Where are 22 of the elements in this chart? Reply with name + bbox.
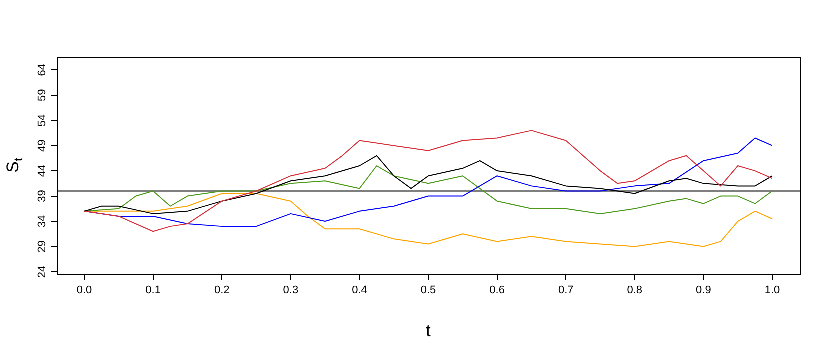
y-tick-label: 29 xyxy=(36,240,49,253)
y-tick-label: 64 xyxy=(36,64,49,76)
x-tick-label: 0.9 xyxy=(696,284,712,297)
x-tick-label: 0.2 xyxy=(214,284,230,297)
x-tick-label: 0.3 xyxy=(283,284,299,297)
x-tick-label: 0.5 xyxy=(420,284,436,297)
x-tick-label: 0.0 xyxy=(76,284,92,297)
x-tick-label: 1.0 xyxy=(764,284,780,297)
y-tick-label: 39 xyxy=(36,190,49,202)
y-tick-label: 24 xyxy=(36,266,49,278)
x-tick-label: 0.8 xyxy=(627,284,643,297)
x-axis-title: t xyxy=(426,321,432,340)
y-axis-title: St xyxy=(4,157,26,173)
x-tick-label: 0.1 xyxy=(146,284,161,297)
y-tick-label: 59 xyxy=(36,89,49,102)
x-tick-label: 0.7 xyxy=(558,284,574,297)
y-tick-label: 44 xyxy=(36,164,49,178)
x-tick-label: 0.6 xyxy=(490,284,505,297)
y-tick-label: 49 xyxy=(36,140,49,152)
y-tick-label: 34 xyxy=(36,215,49,228)
y-tick-label: 54 xyxy=(36,114,49,127)
x-tick-label: 0.4 xyxy=(352,284,368,297)
